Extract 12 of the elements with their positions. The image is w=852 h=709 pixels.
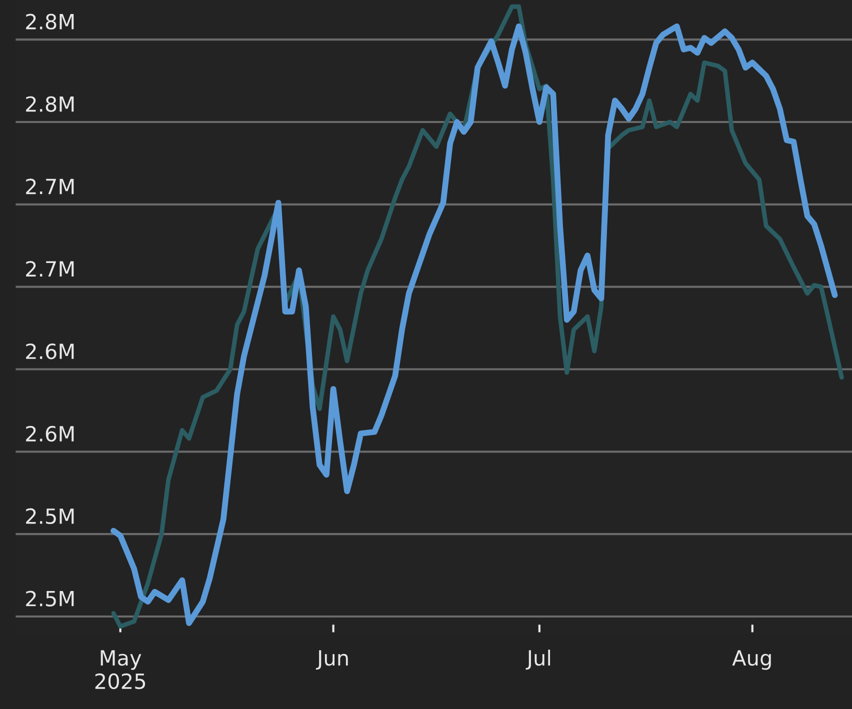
x-tick-label: Jun xyxy=(316,650,348,670)
y-tick-label: 2.7M xyxy=(26,178,74,194)
x-tick-label: Aug xyxy=(732,650,771,670)
y-tick-label: 2.7M xyxy=(26,261,74,276)
y-tick-label: 2.5M xyxy=(26,508,74,524)
y-tick-label: 2.6M xyxy=(26,426,74,442)
y-tick-label: 2.6M xyxy=(26,343,74,360)
y-tick-label: 2.8M xyxy=(26,14,74,30)
x-tick-label: May 2025 xyxy=(95,650,146,690)
y-tick-label: 2.5M xyxy=(26,590,74,606)
x-tick-label: Jul xyxy=(526,650,550,670)
y-tick-label: 2.8M xyxy=(26,96,74,112)
